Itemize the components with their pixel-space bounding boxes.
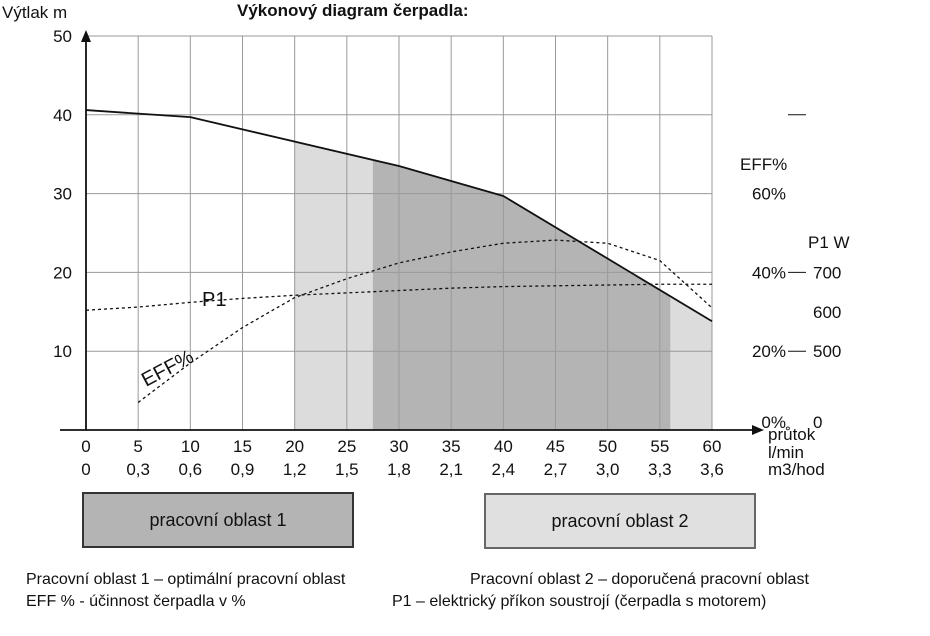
- x-tick-label-lmin: 20: [285, 437, 304, 456]
- eff-tick-label: 20%: [752, 342, 786, 361]
- grid: [86, 35, 713, 430]
- x-tick-label-lmin: 0: [81, 437, 90, 456]
- x-tick-label-m3h: 2,7: [544, 460, 568, 479]
- y-tick-label: 30: [53, 185, 72, 204]
- p1-axis-label: P1 W: [808, 233, 850, 252]
- x-tick-label-lmin: 15: [233, 437, 252, 456]
- x-tick-label-m3h: 3,6: [700, 460, 724, 479]
- x-tick-label-lmin: 55: [650, 437, 669, 456]
- x-tick-label-m3h: 3,3: [648, 460, 672, 479]
- work-area-2-box: pracovní oblast 2: [484, 493, 756, 549]
- p1-tick-label: 700: [813, 263, 841, 282]
- work-region-2: [372, 159, 671, 430]
- x-axis-label-line1: průtok: [768, 425, 816, 444]
- x-tick-label-lmin: 35: [442, 437, 461, 456]
- x-tick-label-m3h: 0: [81, 460, 90, 479]
- x-tick-label-lmin: 45: [546, 437, 565, 456]
- x-tick-label-m3h: 1,2: [283, 460, 307, 479]
- x-tick-label-m3h: 2,1: [439, 460, 463, 479]
- x-tick-label-m3h: 2,4: [492, 460, 516, 479]
- eff-tick-label: 0%: [761, 413, 786, 432]
- y-tick-label: 10: [53, 342, 72, 361]
- work-area-1-label: pracovní oblast 1: [149, 509, 287, 530]
- chart-title: Výkonový diagram čerpadla:: [237, 1, 468, 20]
- p1-curve-label: P1: [202, 289, 226, 311]
- eff-axis-label: EFF%: [740, 155, 787, 174]
- legend-eff: EFF % - účinnost čerpadla v %: [26, 593, 246, 610]
- x-tick-label-lmin: 5: [133, 437, 142, 456]
- x-tick-label-lmin: 25: [337, 437, 356, 456]
- p1-tick-label: 500: [813, 342, 841, 361]
- y-tick-label: 40: [53, 106, 72, 125]
- p1-tick-label: 600: [813, 303, 841, 322]
- y-tick-label: 20: [53, 263, 72, 282]
- x-tick-label-m3h: 0,6: [179, 460, 203, 479]
- p1-tick-label: 0: [813, 413, 822, 432]
- eff-tick-label: 60%: [752, 185, 786, 204]
- work-area-2-label: pracovní oblast 2: [551, 510, 689, 531]
- x-tick-label-m3h: 1,5: [335, 460, 359, 479]
- series-line-2: [85, 283, 712, 311]
- legend-p1: P1 – elektrický příkon soustrojí (čerpad…: [392, 593, 767, 610]
- x-axis-arrow: [752, 425, 764, 435]
- eff-tick-label: 40%: [752, 263, 786, 282]
- y-tick-label: 50: [53, 27, 72, 46]
- x-axis-label-line2: l/min: [768, 443, 804, 462]
- x-tick-label-lmin: 50: [598, 437, 617, 456]
- x-axis-label-m3h: m3/hod: [768, 460, 825, 479]
- axes: [60, 30, 806, 435]
- y-axis-label: Výtlak m: [2, 3, 67, 22]
- eff-curve-label: EFF%: [138, 346, 198, 392]
- work-area-1-box: pracovní oblast 1: [82, 492, 354, 548]
- x-tick-label-m3h: 0,9: [231, 460, 255, 479]
- x-tick-label-m3h: 1,8: [387, 460, 411, 479]
- x-tick-label-lmin: 40: [494, 437, 513, 456]
- x-tick-label-m3h: 3,0: [596, 460, 620, 479]
- x-tick-label-m3h: 0,3: [126, 460, 150, 479]
- series-line-0: [85, 109, 713, 323]
- series-line-1: [137, 239, 713, 403]
- x-tick-label-lmin: 60: [703, 437, 722, 456]
- y-axis-arrow: [81, 30, 91, 42]
- x-tick-label-lmin: 10: [181, 437, 200, 456]
- x-tick-label-lmin: 30: [390, 437, 409, 456]
- legend-area-1: Pracovní oblast 1 – optimální pracovní o…: [26, 571, 346, 588]
- curves: [85, 109, 713, 403]
- legend-area-2: Pracovní oblast 2 – doporučená pracovní …: [470, 571, 809, 588]
